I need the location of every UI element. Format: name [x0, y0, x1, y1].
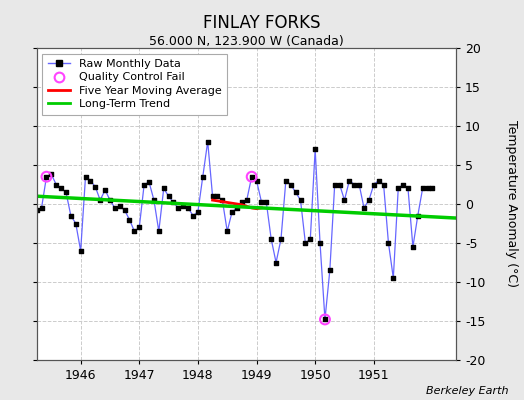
- Point: [111, 205, 119, 211]
- Title: 56.000 N, 123.900 W (Canada): 56.000 N, 123.900 W (Canada): [149, 35, 344, 48]
- Point: [150, 197, 158, 203]
- Point: [203, 138, 212, 145]
- Point: [355, 181, 363, 188]
- Point: [247, 174, 256, 180]
- Point: [199, 174, 207, 180]
- Point: [233, 205, 241, 211]
- Point: [106, 197, 114, 203]
- Point: [389, 275, 398, 281]
- Point: [321, 316, 329, 323]
- Point: [37, 205, 46, 211]
- Point: [81, 174, 90, 180]
- Point: [91, 184, 100, 190]
- Point: [42, 174, 51, 180]
- Point: [321, 316, 329, 323]
- Point: [316, 240, 324, 246]
- Legend: Raw Monthly Data, Quality Control Fail, Five Year Moving Average, Long-Term Tren: Raw Monthly Data, Quality Control Fail, …: [42, 54, 227, 115]
- Point: [159, 185, 168, 192]
- Point: [32, 207, 41, 214]
- Point: [394, 185, 402, 192]
- Point: [238, 198, 246, 205]
- Point: [247, 174, 256, 180]
- Point: [165, 193, 173, 199]
- Point: [209, 193, 217, 199]
- Point: [135, 224, 144, 230]
- Point: [267, 236, 276, 242]
- Point: [409, 244, 417, 250]
- Point: [345, 178, 354, 184]
- Point: [428, 185, 436, 192]
- Point: [296, 197, 304, 203]
- Point: [218, 197, 226, 203]
- Point: [365, 197, 373, 203]
- Point: [145, 179, 153, 185]
- Point: [228, 209, 236, 215]
- Point: [86, 178, 95, 184]
- Point: [174, 205, 182, 211]
- Point: [335, 181, 344, 188]
- Point: [423, 185, 432, 192]
- Point: [194, 209, 202, 215]
- Point: [62, 189, 70, 196]
- Point: [213, 193, 222, 199]
- Point: [301, 240, 310, 246]
- Point: [369, 181, 378, 188]
- Point: [223, 228, 232, 234]
- Point: [23, 205, 31, 211]
- Point: [243, 197, 251, 203]
- Point: [67, 212, 75, 219]
- Point: [375, 178, 383, 184]
- Y-axis label: Temperature Anomaly (°C): Temperature Anomaly (°C): [505, 120, 518, 288]
- Point: [379, 181, 388, 188]
- Point: [121, 207, 129, 214]
- Point: [413, 212, 422, 219]
- Point: [116, 203, 124, 210]
- Point: [291, 189, 300, 196]
- Point: [169, 199, 178, 206]
- Point: [28, 203, 36, 210]
- Point: [311, 146, 319, 152]
- Point: [42, 174, 51, 180]
- Point: [404, 185, 412, 192]
- Point: [277, 236, 285, 242]
- Point: [184, 205, 192, 211]
- Text: FINLAY FORKS: FINLAY FORKS: [203, 14, 321, 32]
- Point: [325, 267, 334, 274]
- Point: [72, 220, 80, 227]
- Point: [52, 181, 60, 188]
- Point: [57, 185, 66, 192]
- Point: [419, 185, 427, 192]
- Point: [282, 178, 290, 184]
- Point: [179, 202, 188, 209]
- Point: [384, 240, 392, 246]
- Point: [96, 197, 104, 203]
- Point: [77, 248, 85, 254]
- Point: [331, 181, 339, 188]
- Point: [125, 216, 134, 223]
- Point: [47, 171, 56, 178]
- Point: [253, 178, 261, 184]
- Point: [360, 205, 368, 211]
- Text: Berkeley Earth: Berkeley Earth: [426, 386, 508, 396]
- Point: [155, 228, 163, 234]
- Point: [130, 228, 139, 234]
- Point: [340, 197, 348, 203]
- Point: [140, 181, 148, 188]
- Point: [306, 236, 314, 242]
- Point: [350, 181, 358, 188]
- Point: [257, 198, 266, 205]
- Point: [399, 181, 407, 188]
- Point: [272, 259, 280, 266]
- Point: [262, 199, 270, 206]
- Point: [101, 187, 110, 193]
- Point: [189, 212, 197, 219]
- Point: [287, 181, 295, 188]
